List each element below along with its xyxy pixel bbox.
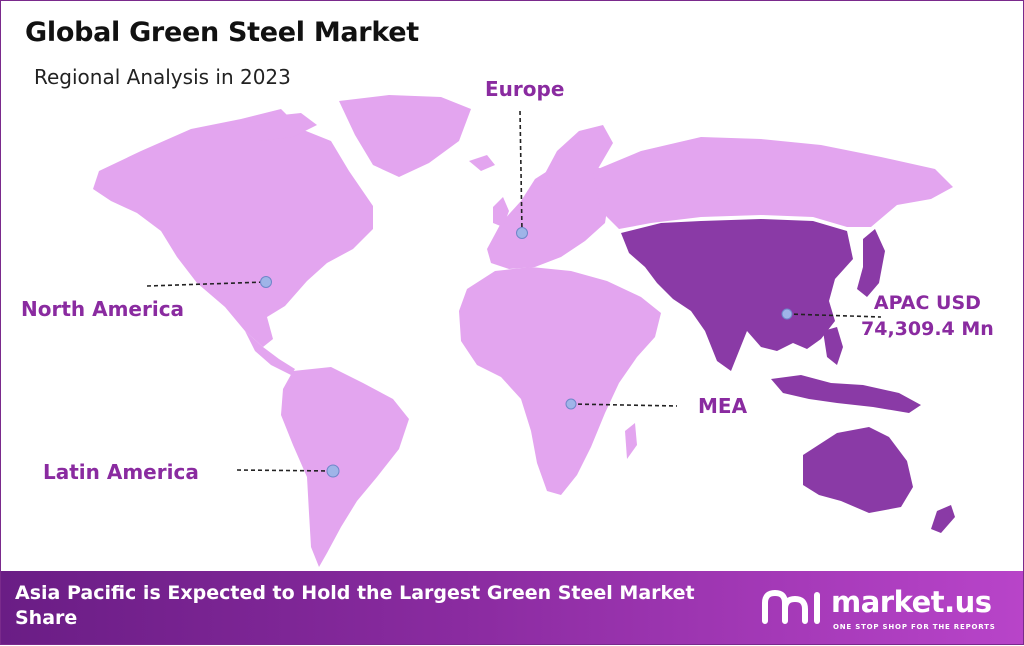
land-uk — [493, 197, 509, 227]
leader-line-apac — [786, 313, 882, 318]
page-title: Global Green Steel Market — [25, 17, 419, 48]
label-europe: Europe — [485, 77, 565, 101]
market-us-logo-icon — [762, 589, 820, 624]
label-apac: APAC USD 74,309.4 Mn — [861, 290, 994, 342]
marker-mea — [565, 398, 577, 410]
land-russia — [593, 137, 953, 229]
land-australia — [803, 427, 913, 513]
leader-line-europe — [519, 110, 523, 233]
land-southeast-asia — [771, 375, 921, 413]
marker-latin-america — [326, 464, 340, 478]
land-new-zealand — [931, 505, 955, 533]
land-greenland — [339, 95, 471, 177]
land-south-america — [281, 367, 409, 567]
land-africa — [459, 267, 661, 495]
footer-banner: Asia Pacific is Expected to Hold the Lar… — [1, 571, 1023, 644]
land-iceland — [469, 155, 495, 171]
land-madagascar — [625, 423, 637, 459]
leader-line-north-america — [146, 281, 267, 287]
label-mea: MEA — [698, 394, 748, 418]
brand-tagline: ONE STOP SHOP FOR THE REPORTS — [833, 623, 996, 631]
marker-europe — [516, 227, 528, 239]
brand-name: market.us — [831, 585, 992, 619]
label-apac-line2: 74,309.4 Mn — [861, 318, 994, 340]
marker-north-america — [260, 276, 272, 288]
label-apac-line1: APAC USD — [873, 292, 981, 314]
land-scandinavia — [541, 125, 613, 191]
marker-apac — [781, 308, 793, 320]
land-asia-pacific — [621, 219, 853, 371]
brand-logo: market.us ONE STOP SHOP FOR THE REPORTS — [761, 585, 995, 631]
page-subtitle: Regional Analysis in 2023 — [34, 65, 291, 89]
footer-text: Asia Pacific is Expected to Hold the Lar… — [15, 582, 695, 629]
land-philippines — [823, 327, 843, 365]
land-arctic-islands — [229, 113, 317, 141]
leader-line-mea — [570, 403, 678, 407]
land-north-america — [93, 109, 373, 347]
label-latin-america: Latin America — [43, 460, 199, 484]
leader-line-latin-america — [236, 469, 334, 472]
label-north-america: North America — [21, 297, 185, 321]
land-japan — [857, 229, 885, 297]
land-central-america — [245, 331, 295, 375]
land-europe — [487, 159, 609, 269]
